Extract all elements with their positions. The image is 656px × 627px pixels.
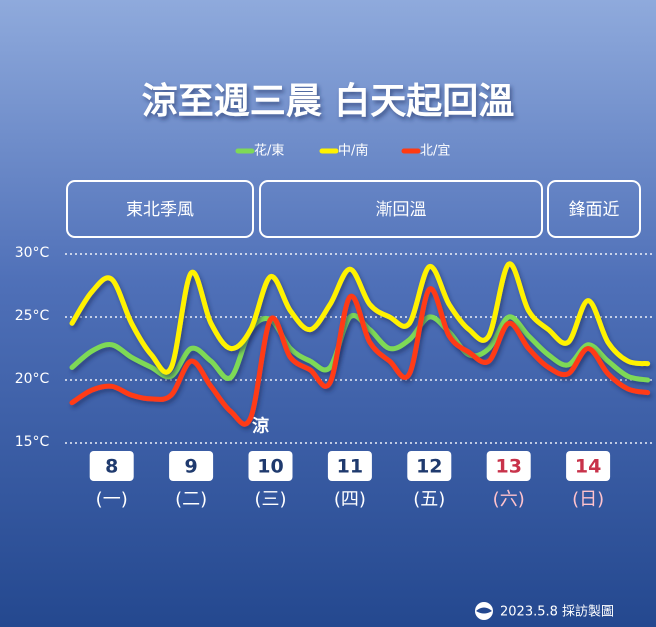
day-box bbox=[248, 451, 293, 481]
day-box bbox=[169, 451, 214, 481]
x-tick-label: 11 bbox=[337, 456, 363, 478]
y-tick-label: 30°C bbox=[15, 245, 50, 261]
phase-label: 鋒面近 bbox=[569, 200, 620, 220]
day-box bbox=[486, 451, 531, 481]
weekday-label: (六) bbox=[493, 489, 525, 510]
x-tick-label: 13 bbox=[495, 456, 521, 478]
footer-text: 2023.5.8 採訪製圖 bbox=[500, 604, 614, 620]
phase-label: 漸回溫 bbox=[376, 200, 427, 220]
x-tick-label: 8 bbox=[105, 456, 118, 478]
series-line bbox=[69, 261, 651, 375]
footer: 2023.5.8 採訪製圖 bbox=[475, 602, 614, 620]
day-box bbox=[566, 451, 611, 481]
y-tick-label: 15°C bbox=[15, 434, 50, 450]
phase-box bbox=[259, 180, 543, 238]
y-tick-label: 25°C bbox=[15, 308, 50, 324]
legend-label: 花/東 bbox=[254, 143, 284, 159]
day-box bbox=[407, 451, 452, 481]
x-tick-label: 10 bbox=[257, 456, 283, 478]
weekday-label: (日) bbox=[572, 489, 604, 510]
phase-box bbox=[66, 180, 254, 238]
x-tick-label: 12 bbox=[416, 456, 442, 478]
y-tick-label: 20°C bbox=[15, 371, 50, 387]
annotation: 涼 bbox=[252, 416, 269, 437]
logo-mark bbox=[476, 607, 492, 614]
weekday-label: (二) bbox=[175, 489, 207, 510]
weekday-label: (一) bbox=[96, 489, 128, 510]
series-line bbox=[69, 286, 651, 427]
weekday-label: (四) bbox=[334, 489, 366, 510]
legend-label: 北/宜 bbox=[420, 144, 450, 159]
day-box bbox=[327, 451, 372, 481]
x-tick-label: 14 bbox=[575, 456, 601, 478]
title: 涼至週三晨 白天起回溫 bbox=[142, 81, 515, 122]
weekday-label: (五) bbox=[413, 489, 445, 510]
x-tick-label: 9 bbox=[184, 456, 197, 478]
legend-label: 中/南 bbox=[338, 143, 368, 159]
phase-box bbox=[547, 180, 641, 238]
phase-label: 東北季風 bbox=[126, 200, 194, 220]
day-box bbox=[89, 451, 134, 481]
weekday-label: (三) bbox=[254, 489, 286, 510]
